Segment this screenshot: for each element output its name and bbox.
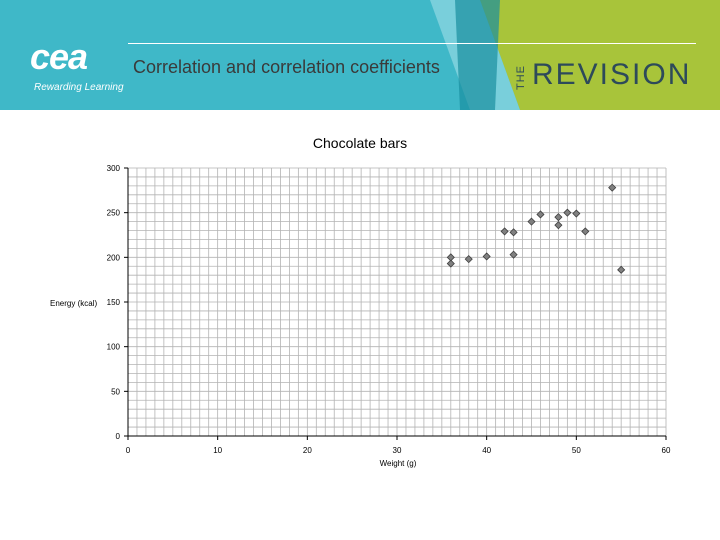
brand-prefix: THE bbox=[515, 65, 527, 90]
data-point bbox=[581, 227, 590, 236]
x-tick-label: 60 bbox=[662, 446, 671, 455]
y-tick-label: 100 bbox=[107, 343, 121, 352]
brand-name: REVISION bbox=[532, 58, 692, 91]
data-point bbox=[617, 265, 626, 274]
y-tick-label: 0 bbox=[116, 432, 121, 441]
data-point bbox=[563, 208, 572, 217]
y-tick-label: 50 bbox=[111, 387, 120, 396]
banner-background bbox=[0, 0, 720, 110]
data-point bbox=[509, 228, 518, 237]
page-title: Correlation and correlation coefficients bbox=[133, 57, 440, 77]
cea-logo: cea bbox=[30, 36, 88, 77]
data-point bbox=[446, 259, 455, 268]
chart-grid bbox=[127, 167, 667, 437]
y-tick-label: 250 bbox=[107, 209, 121, 218]
x-tick-label: 30 bbox=[393, 446, 402, 455]
x-tick-label: 10 bbox=[213, 446, 222, 455]
y-axis-label: Energy (kcal) bbox=[50, 299, 97, 308]
header-banner: cea Rewarding Learning Correlation and c… bbox=[0, 0, 720, 110]
data-point bbox=[446, 253, 455, 262]
data-point bbox=[482, 252, 491, 261]
data-point bbox=[536, 210, 545, 219]
scatter-chart: Chocolate bars 0 10 20 30 40 50 60 0 50 100 150 200… bbox=[50, 135, 671, 468]
x-tick-label: 0 bbox=[126, 446, 131, 455]
data-point bbox=[464, 255, 473, 264]
data-point bbox=[527, 217, 536, 226]
logo-tagline: Rewarding Learning bbox=[34, 82, 124, 93]
data-point bbox=[509, 250, 518, 259]
chart-ticks: 0 10 20 30 40 50 60 0 50 100 150 200 250 300 bbox=[107, 164, 671, 455]
x-tick-label: 50 bbox=[572, 446, 581, 455]
chart-points bbox=[446, 183, 626, 274]
data-point bbox=[554, 213, 563, 222]
x-tick-label: 20 bbox=[303, 446, 312, 455]
y-tick-label: 300 bbox=[107, 164, 121, 173]
chart-title: Chocolate bars bbox=[313, 135, 407, 151]
y-tick-label: 200 bbox=[107, 253, 121, 262]
header-rule bbox=[128, 43, 696, 44]
y-tick-label: 150 bbox=[107, 298, 121, 307]
data-point bbox=[572, 209, 581, 218]
data-point bbox=[554, 221, 563, 230]
x-tick-label: 40 bbox=[482, 446, 491, 455]
x-axis-label: Weight (g) bbox=[380, 459, 417, 468]
data-point bbox=[608, 183, 617, 192]
data-point bbox=[500, 227, 509, 236]
